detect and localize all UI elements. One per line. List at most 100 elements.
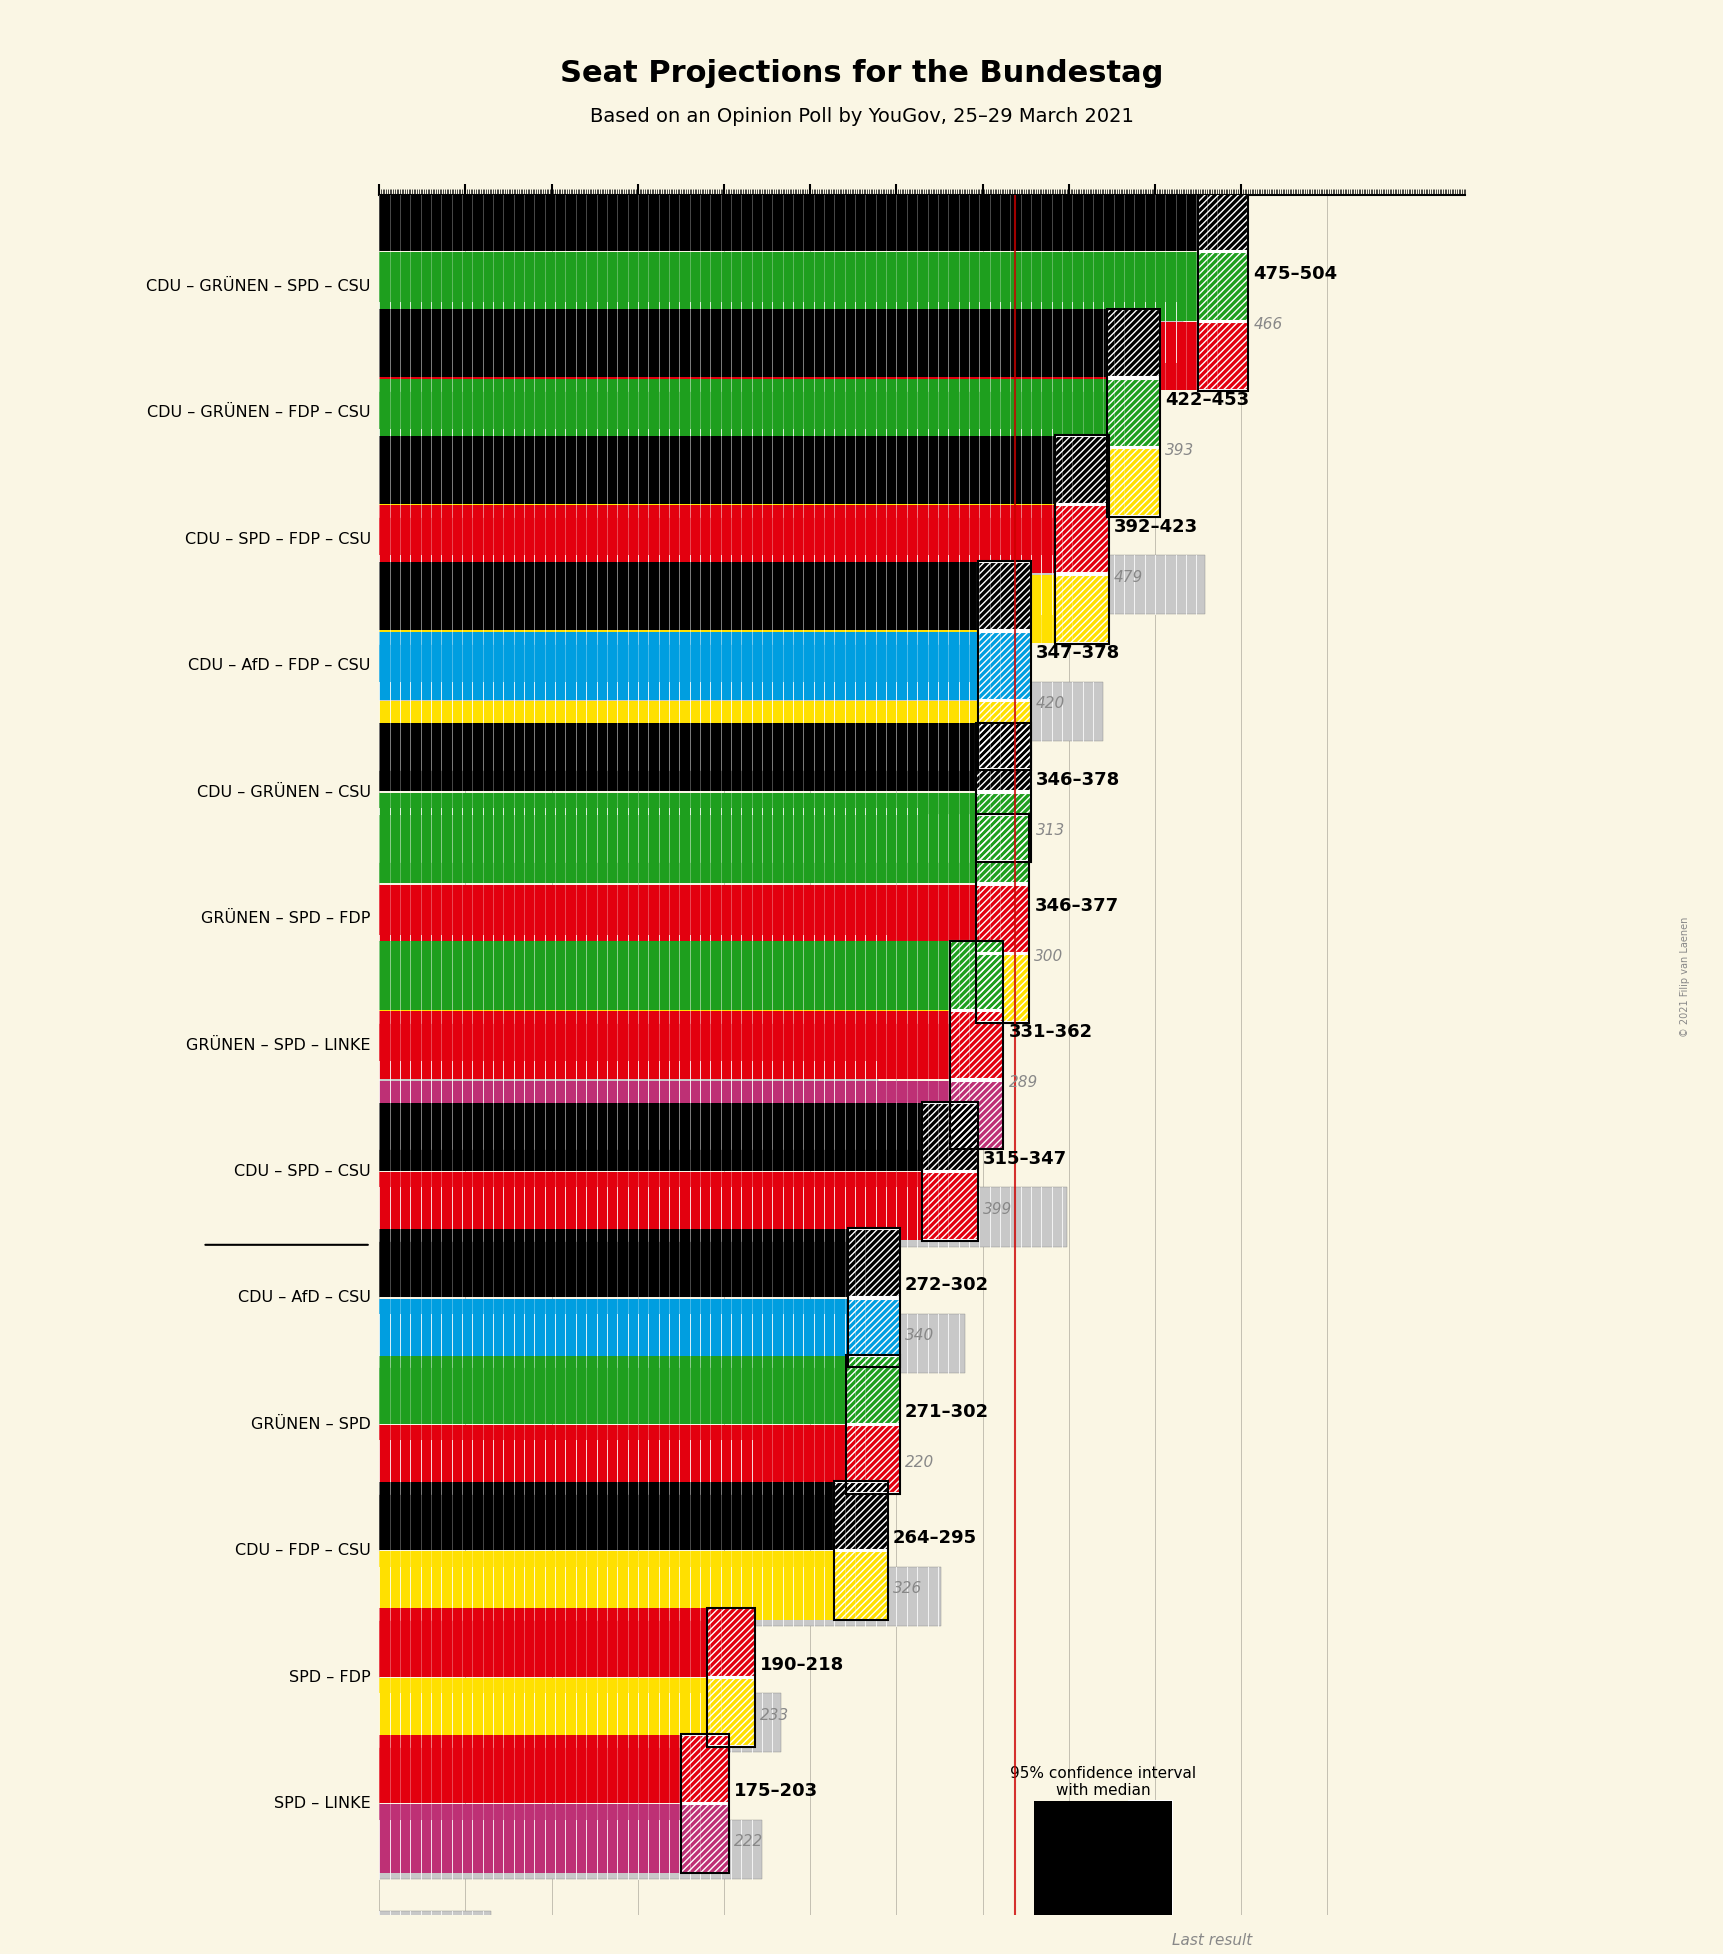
FancyBboxPatch shape (379, 1678, 731, 1747)
FancyBboxPatch shape (834, 1481, 887, 1550)
FancyBboxPatch shape (379, 309, 1132, 377)
FancyBboxPatch shape (1054, 574, 1108, 643)
Text: 315–347: 315–347 (982, 1149, 1067, 1168)
FancyBboxPatch shape (1054, 436, 1108, 504)
FancyBboxPatch shape (379, 1102, 949, 1170)
FancyBboxPatch shape (1106, 379, 1160, 447)
FancyBboxPatch shape (1106, 309, 1160, 377)
Text: 233: 233 (760, 1708, 789, 1723)
Text: SPD – LINKE: SPD – LINKE (274, 1796, 370, 1811)
FancyBboxPatch shape (379, 1608, 731, 1677)
FancyBboxPatch shape (379, 885, 1001, 954)
FancyBboxPatch shape (379, 1172, 949, 1241)
FancyBboxPatch shape (379, 1229, 874, 1297)
Text: 313: 313 (1036, 823, 1065, 838)
FancyBboxPatch shape (379, 701, 1003, 770)
Text: 420: 420 (1036, 696, 1065, 711)
FancyBboxPatch shape (681, 1804, 729, 1872)
Text: 175–203: 175–203 (734, 1782, 818, 1800)
FancyBboxPatch shape (1054, 506, 1108, 573)
FancyBboxPatch shape (379, 563, 1003, 631)
Text: 300: 300 (1034, 950, 1063, 963)
FancyBboxPatch shape (1197, 252, 1247, 320)
FancyBboxPatch shape (1129, 1802, 1172, 1940)
FancyBboxPatch shape (949, 1010, 1003, 1079)
FancyBboxPatch shape (848, 1229, 899, 1297)
FancyBboxPatch shape (379, 1313, 965, 1374)
Text: 264–295: 264–295 (893, 1530, 977, 1548)
FancyBboxPatch shape (379, 506, 1080, 573)
Text: 346–378: 346–378 (1036, 770, 1120, 789)
FancyBboxPatch shape (379, 1081, 975, 1149)
Text: 393: 393 (1165, 444, 1194, 459)
FancyBboxPatch shape (379, 954, 1001, 1022)
Text: Last result: Last result (1172, 1933, 1253, 1948)
Text: 479: 479 (1113, 571, 1142, 584)
FancyBboxPatch shape (1197, 322, 1247, 391)
FancyBboxPatch shape (379, 1911, 491, 1954)
Text: 272–302: 272–302 (905, 1276, 989, 1294)
Text: 326: 326 (893, 1581, 922, 1596)
FancyBboxPatch shape (379, 1299, 874, 1366)
FancyBboxPatch shape (379, 1061, 877, 1120)
FancyBboxPatch shape (922, 1102, 977, 1170)
FancyBboxPatch shape (379, 574, 1080, 643)
Text: CDU – SPD – FDP – CSU: CDU – SPD – FDP – CSU (184, 531, 370, 547)
Text: 222: 222 (734, 1835, 763, 1848)
FancyBboxPatch shape (379, 1567, 941, 1626)
FancyBboxPatch shape (379, 436, 1080, 504)
FancyBboxPatch shape (379, 815, 1001, 883)
Text: 466: 466 (1253, 317, 1282, 332)
FancyBboxPatch shape (706, 1608, 755, 1677)
Text: 289: 289 (1008, 1075, 1037, 1090)
FancyBboxPatch shape (834, 1551, 887, 1620)
Text: 340: 340 (905, 1329, 934, 1342)
Text: 392–423: 392–423 (1113, 518, 1197, 535)
FancyBboxPatch shape (379, 793, 1003, 862)
Text: CDU – AfD – CSU: CDU – AfD – CSU (238, 1290, 370, 1305)
FancyBboxPatch shape (706, 1678, 755, 1747)
FancyBboxPatch shape (379, 942, 975, 1010)
FancyBboxPatch shape (975, 885, 1029, 954)
Text: 95% confidence interval
with median: 95% confidence interval with median (1010, 1766, 1196, 1798)
FancyBboxPatch shape (379, 1819, 762, 1878)
FancyBboxPatch shape (977, 631, 1030, 700)
FancyBboxPatch shape (379, 1356, 872, 1424)
FancyBboxPatch shape (379, 1694, 781, 1753)
Text: 271–302: 271–302 (905, 1403, 989, 1421)
Text: SPD – FDP: SPD – FDP (289, 1671, 370, 1684)
FancyBboxPatch shape (379, 1481, 860, 1550)
FancyBboxPatch shape (1106, 447, 1160, 516)
FancyBboxPatch shape (975, 723, 1030, 791)
FancyBboxPatch shape (922, 1172, 977, 1241)
FancyBboxPatch shape (975, 954, 1029, 1022)
FancyBboxPatch shape (379, 1188, 1067, 1247)
Text: CDU – GRÜNEN – SPD – CSU: CDU – GRÜNEN – SPD – CSU (146, 279, 370, 293)
Text: © 2021 Filip van Laenen: © 2021 Filip van Laenen (1678, 916, 1689, 1038)
FancyBboxPatch shape (379, 447, 1132, 516)
FancyBboxPatch shape (379, 252, 1222, 320)
FancyBboxPatch shape (379, 723, 1003, 791)
Text: 422–453: 422–453 (1165, 391, 1249, 408)
FancyBboxPatch shape (379, 1010, 975, 1079)
Text: 331–362: 331–362 (1008, 1024, 1092, 1041)
FancyBboxPatch shape (846, 1356, 899, 1424)
Text: 347–378: 347–378 (1036, 645, 1120, 662)
FancyBboxPatch shape (379, 1804, 705, 1872)
Text: CDU – SPD – CSU: CDU – SPD – CSU (234, 1165, 370, 1178)
FancyBboxPatch shape (846, 1424, 899, 1493)
Text: Seat Projections for the Bundestag: Seat Projections for the Bundestag (560, 59, 1163, 88)
FancyBboxPatch shape (1034, 1802, 1129, 1940)
Text: 475–504: 475–504 (1253, 266, 1337, 283)
Text: 346–377: 346–377 (1034, 897, 1118, 914)
FancyBboxPatch shape (379, 428, 1056, 488)
FancyBboxPatch shape (379, 555, 1204, 614)
FancyBboxPatch shape (379, 1551, 860, 1620)
Text: CDU – AfD – FDP – CSU: CDU – AfD – FDP – CSU (188, 658, 370, 674)
FancyBboxPatch shape (379, 379, 1132, 447)
Text: GRÜNEN – SPD – FDP: GRÜNEN – SPD – FDP (202, 911, 370, 926)
Text: CDU – GRÜNEN – CSU: CDU – GRÜNEN – CSU (196, 786, 370, 799)
Text: CDU – FDP – CSU: CDU – FDP – CSU (234, 1544, 370, 1557)
Text: 220: 220 (905, 1456, 934, 1469)
FancyBboxPatch shape (379, 303, 1182, 361)
